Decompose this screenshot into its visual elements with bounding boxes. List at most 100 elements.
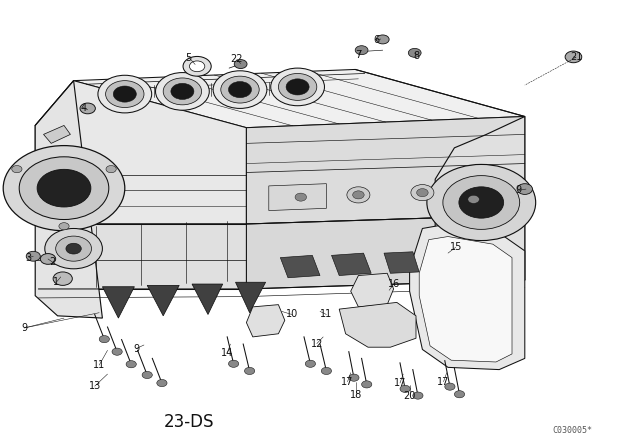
Text: 9: 9: [21, 323, 28, 333]
Circle shape: [213, 71, 267, 108]
Circle shape: [189, 61, 205, 72]
Text: 18: 18: [349, 390, 362, 400]
Circle shape: [12, 166, 22, 173]
Circle shape: [454, 391, 465, 398]
Circle shape: [53, 272, 72, 285]
Polygon shape: [44, 125, 70, 143]
Circle shape: [278, 73, 317, 100]
Circle shape: [459, 187, 504, 218]
Polygon shape: [246, 116, 525, 224]
Circle shape: [221, 76, 259, 103]
Circle shape: [271, 68, 324, 106]
Circle shape: [400, 385, 410, 392]
Circle shape: [113, 86, 136, 102]
Text: 15: 15: [449, 242, 462, 252]
Circle shape: [353, 191, 364, 199]
Circle shape: [183, 56, 211, 76]
Circle shape: [3, 146, 125, 231]
Circle shape: [171, 83, 194, 99]
Text: 12: 12: [310, 339, 323, 349]
Circle shape: [26, 251, 40, 261]
Circle shape: [427, 164, 536, 241]
Polygon shape: [74, 69, 525, 128]
Circle shape: [244, 367, 255, 375]
Polygon shape: [435, 116, 525, 296]
Circle shape: [106, 166, 116, 173]
Polygon shape: [102, 287, 134, 318]
Circle shape: [142, 371, 152, 379]
Circle shape: [413, 392, 423, 399]
Polygon shape: [192, 284, 223, 314]
Circle shape: [106, 81, 144, 108]
Circle shape: [112, 348, 122, 355]
Text: 22: 22: [230, 54, 243, 64]
Circle shape: [408, 48, 421, 57]
Text: 1: 1: [53, 277, 60, 287]
Circle shape: [228, 82, 252, 98]
Text: 10: 10: [285, 310, 298, 319]
Circle shape: [56, 236, 92, 261]
Circle shape: [234, 60, 247, 69]
Circle shape: [37, 169, 91, 207]
Circle shape: [445, 383, 455, 390]
Circle shape: [443, 176, 520, 229]
Polygon shape: [35, 81, 246, 224]
Polygon shape: [410, 224, 525, 370]
Circle shape: [163, 78, 202, 105]
Polygon shape: [351, 273, 394, 307]
Text: 17: 17: [437, 377, 450, 387]
Circle shape: [411, 185, 434, 201]
Polygon shape: [269, 184, 326, 211]
Circle shape: [349, 374, 359, 381]
Text: 11: 11: [93, 360, 106, 370]
Circle shape: [565, 51, 582, 63]
Circle shape: [66, 243, 81, 254]
Circle shape: [286, 79, 309, 95]
Text: 5: 5: [186, 53, 192, 63]
Text: 13: 13: [88, 381, 101, 391]
Text: 17: 17: [341, 377, 354, 387]
Text: 2: 2: [49, 257, 56, 267]
Text: 21: 21: [570, 52, 582, 62]
Text: 8: 8: [413, 51, 419, 60]
Text: C030005*: C030005*: [553, 426, 593, 435]
Circle shape: [98, 75, 152, 113]
Text: 6: 6: [373, 35, 380, 45]
Circle shape: [468, 195, 479, 203]
Circle shape: [157, 379, 167, 387]
Circle shape: [305, 360, 316, 367]
Circle shape: [45, 228, 102, 269]
Polygon shape: [419, 237, 512, 362]
Circle shape: [40, 254, 56, 264]
Text: 9: 9: [133, 344, 140, 353]
Polygon shape: [246, 305, 285, 337]
Polygon shape: [35, 81, 102, 318]
Circle shape: [19, 157, 109, 220]
Text: 9: 9: [515, 185, 522, 195]
Circle shape: [362, 381, 372, 388]
Circle shape: [321, 367, 332, 375]
Circle shape: [347, 187, 370, 203]
Text: 20: 20: [403, 392, 416, 401]
Circle shape: [295, 193, 307, 201]
Circle shape: [126, 361, 136, 368]
Text: 14: 14: [221, 348, 234, 358]
Text: 3: 3: [26, 253, 32, 263]
Circle shape: [355, 46, 368, 55]
Circle shape: [289, 189, 312, 205]
Text: 17: 17: [394, 378, 406, 388]
Polygon shape: [339, 302, 416, 347]
Text: 7: 7: [355, 50, 362, 60]
Text: 4: 4: [80, 103, 86, 112]
Polygon shape: [147, 285, 179, 316]
Text: 16: 16: [388, 279, 401, 289]
Circle shape: [376, 35, 389, 44]
Polygon shape: [35, 224, 246, 289]
Polygon shape: [384, 252, 419, 273]
Text: 11: 11: [320, 310, 333, 319]
Polygon shape: [332, 253, 371, 276]
Polygon shape: [236, 282, 266, 313]
Circle shape: [462, 191, 485, 207]
Circle shape: [417, 189, 428, 197]
Circle shape: [228, 360, 239, 367]
